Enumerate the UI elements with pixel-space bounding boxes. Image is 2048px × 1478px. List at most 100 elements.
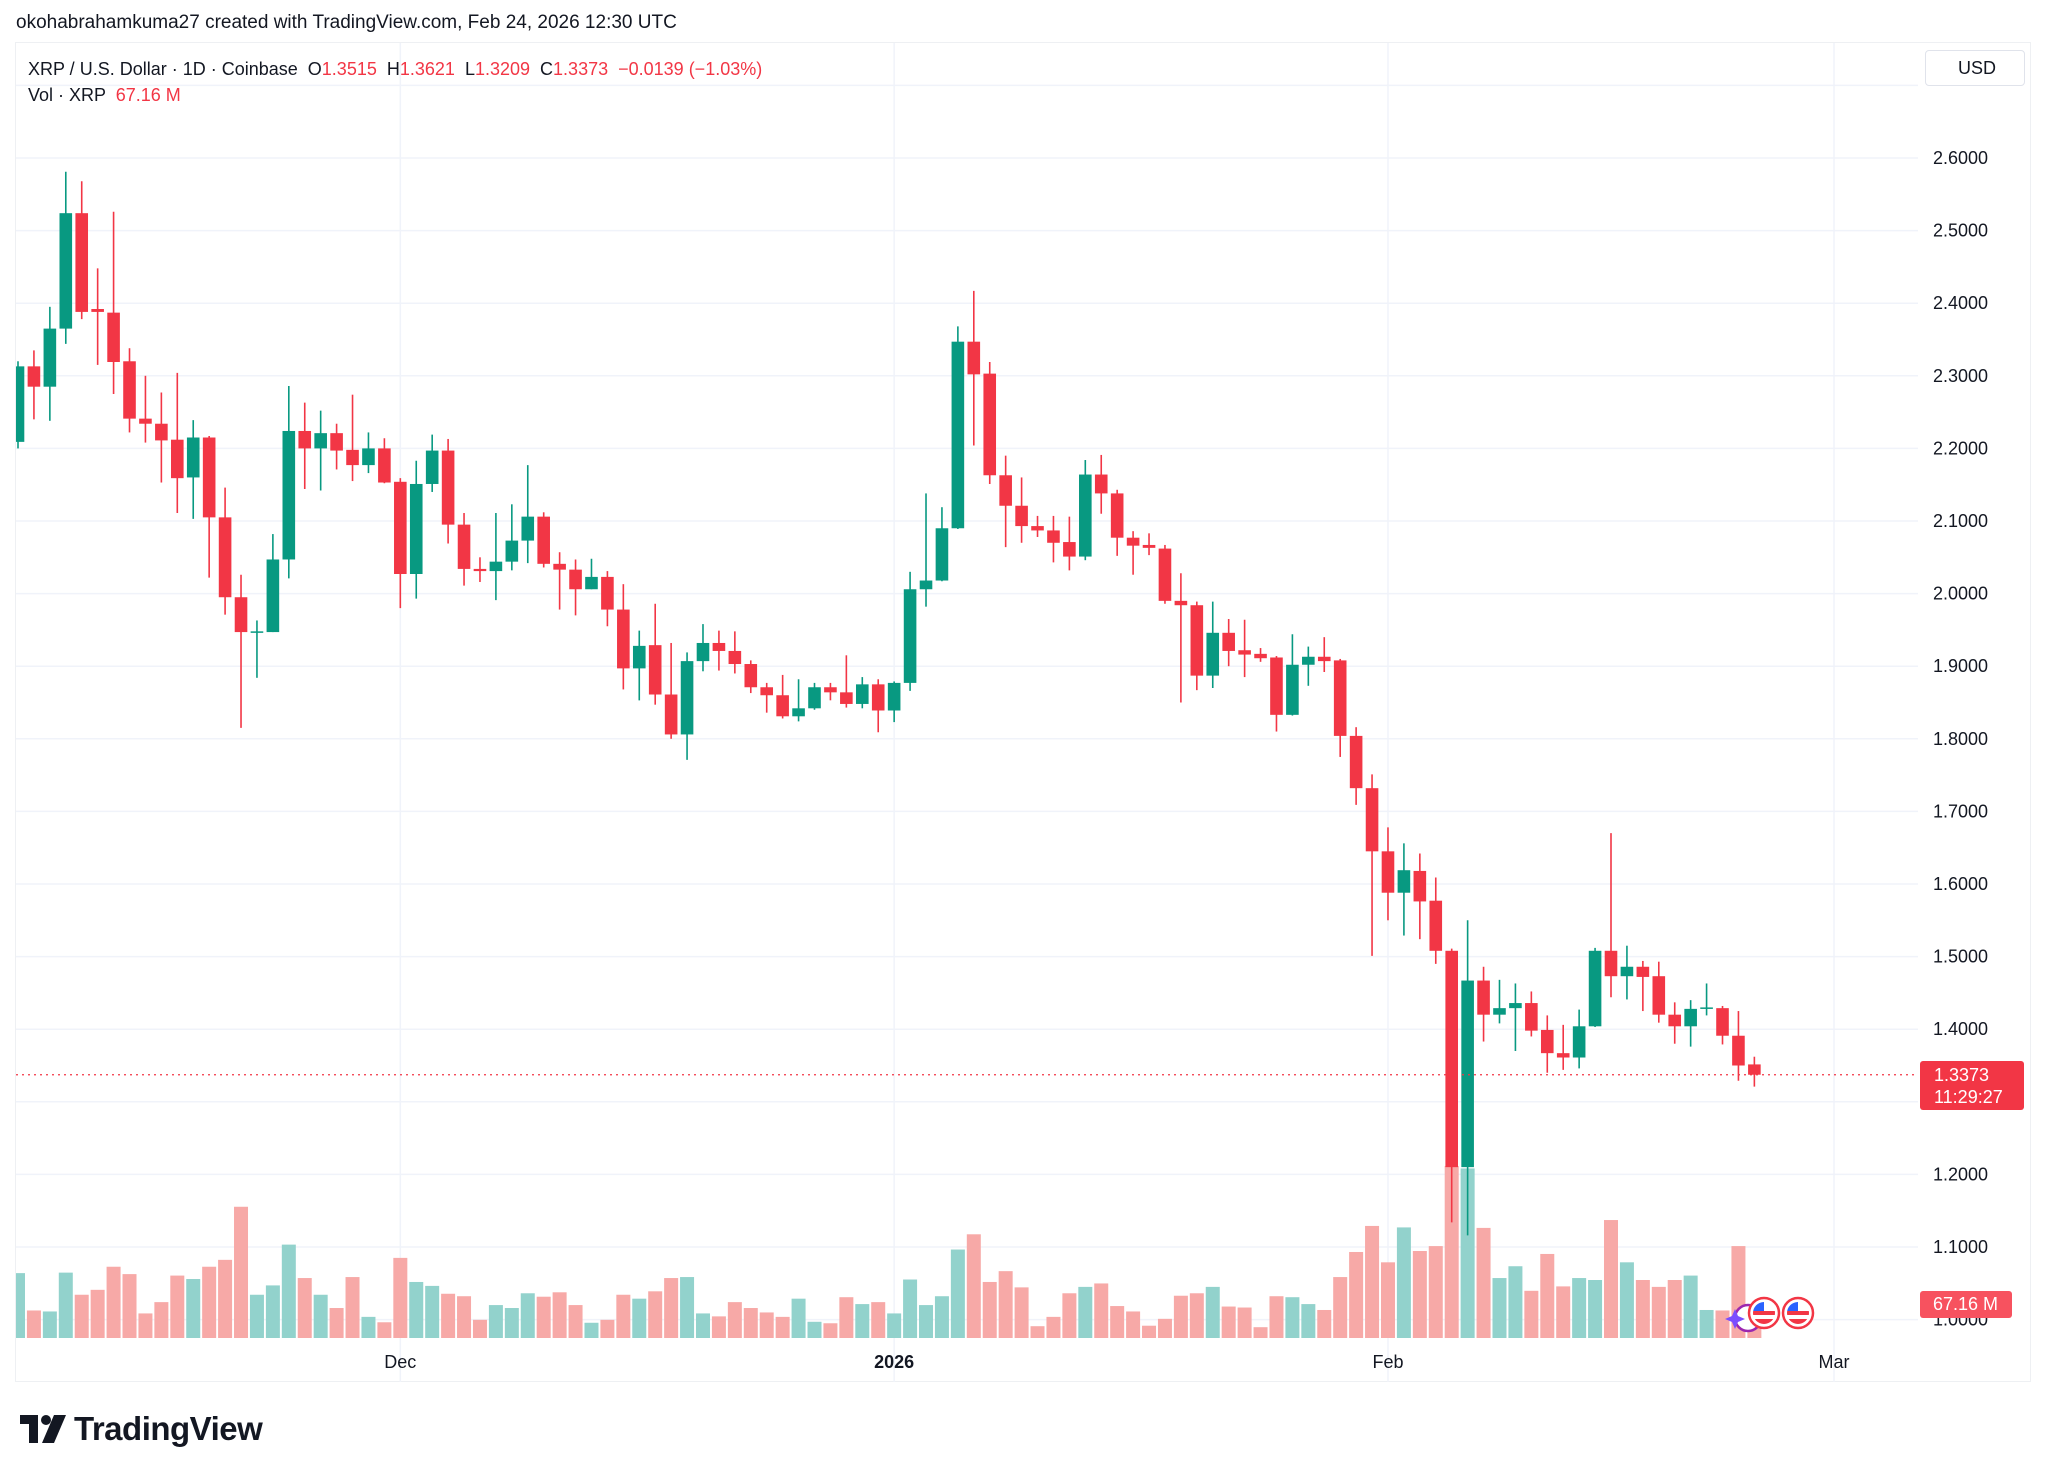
candle[interactable]: [378, 438, 391, 484]
us-flag-event-icon[interactable]: [1781, 1296, 1815, 1330]
candle[interactable]: [505, 504, 519, 571]
candle[interactable]: [632, 630, 646, 701]
candle[interactable]: [12, 361, 25, 449]
candle[interactable]: [1015, 477, 1028, 543]
candle[interactable]: [760, 682, 774, 713]
candle[interactable]: [1652, 961, 1666, 1023]
candle[interactable]: [680, 652, 694, 760]
candle[interactable]: [664, 642, 678, 739]
candle[interactable]: [744, 660, 758, 694]
candle[interactable]: [234, 574, 248, 728]
candle[interactable]: [1222, 619, 1235, 667]
candle[interactable]: [999, 455, 1012, 548]
candle[interactable]: [1525, 991, 1538, 1037]
candle[interactable]: [409, 460, 423, 599]
candle[interactable]: [521, 465, 535, 564]
candle[interactable]: [59, 171, 73, 344]
candle[interactable]: [792, 679, 805, 722]
candle[interactable]: [855, 677, 869, 709]
candle[interactable]: [346, 394, 359, 482]
candle[interactable]: [935, 507, 949, 582]
candle[interactable]: [1317, 637, 1331, 673]
candle[interactable]: [27, 350, 41, 420]
candle[interactable]: [871, 679, 885, 733]
candle[interactable]: [1174, 573, 1188, 703]
candle[interactable]: [1206, 601, 1220, 688]
candle[interactable]: [171, 372, 184, 514]
us-flag-event-icon[interactable]: [1747, 1296, 1781, 1330]
candle[interactable]: [1142, 533, 1156, 556]
candle[interactable]: [107, 211, 120, 394]
candle[interactable]: [1047, 515, 1060, 563]
candle[interactable]: [903, 571, 917, 691]
candle[interactable]: [1620, 945, 1634, 1000]
candle[interactable]: [1461, 920, 1474, 1236]
candle[interactable]: [362, 432, 375, 474]
candle[interactable]: [1445, 948, 1458, 1223]
candle[interactable]: [218, 487, 232, 615]
candle[interactable]: [1493, 979, 1506, 1024]
candle[interactable]: [1286, 634, 1299, 716]
candle[interactable]: [1588, 947, 1602, 1028]
candle[interactable]: [43, 306, 57, 421]
candle[interactable]: [1397, 843, 1411, 936]
candle[interactable]: [75, 181, 89, 320]
candle[interactable]: [123, 348, 136, 433]
candle[interactable]: [840, 655, 853, 708]
candle[interactable]: [919, 493, 933, 607]
candle[interactable]: [1429, 877, 1443, 964]
candle[interactable]: [202, 436, 216, 578]
candle[interactable]: [1238, 619, 1251, 678]
candle[interactable]: [1094, 454, 1108, 514]
candle[interactable]: [1477, 966, 1490, 1042]
candle[interactable]: [330, 423, 343, 470]
candle[interactable]: [1158, 544, 1172, 604]
candle[interactable]: [1748, 1056, 1761, 1087]
candle[interactable]: [282, 385, 296, 579]
currency-button[interactable]: USD: [1925, 50, 2025, 86]
candle[interactable]: [394, 478, 407, 609]
candle[interactable]: [1604, 833, 1618, 998]
candle[interactable]: [1302, 646, 1315, 686]
candle[interactable]: [1190, 601, 1204, 691]
candle[interactable]: [712, 630, 726, 671]
candle[interactable]: [887, 681, 901, 723]
candle[interactable]: [473, 557, 487, 582]
candle[interactable]: [314, 410, 327, 491]
candle[interactable]: [585, 558, 598, 590]
candle[interactable]: [1700, 983, 1713, 1016]
candle[interactable]: [824, 682, 837, 701]
candle[interactable]: [1031, 515, 1044, 537]
tradingview-logo[interactable]: TradingView: [20, 1410, 263, 1448]
candle[interactable]: [1540, 1015, 1554, 1073]
candle[interactable]: [1509, 983, 1522, 1051]
candle[interactable]: [1381, 827, 1395, 921]
candle[interactable]: [1333, 658, 1347, 757]
candle[interactable]: [553, 552, 566, 610]
candle[interactable]: [617, 584, 630, 690]
candle[interactable]: [1716, 1005, 1729, 1045]
candle[interactable]: [1668, 1002, 1682, 1044]
candle[interactable]: [1684, 1000, 1697, 1047]
candle[interactable]: [983, 362, 997, 484]
candle[interactable]: [1732, 1011, 1745, 1081]
candle[interactable]: [425, 434, 439, 492]
candle[interactable]: [776, 674, 789, 719]
candle[interactable]: [1365, 774, 1379, 956]
candle[interactable]: [91, 268, 104, 365]
candle[interactable]: [1063, 516, 1076, 571]
candle[interactable]: [967, 290, 981, 446]
candle[interactable]: [266, 534, 280, 633]
candle[interactable]: [457, 513, 471, 586]
candle[interactable]: [441, 438, 455, 544]
candle[interactable]: [250, 620, 264, 678]
candle[interactable]: [696, 624, 710, 672]
candle[interactable]: [601, 571, 614, 627]
candle[interactable]: [1349, 727, 1363, 805]
candle[interactable]: [648, 603, 662, 705]
candle[interactable]: [951, 326, 965, 529]
candle[interactable]: [1636, 960, 1650, 1012]
symbol-title[interactable]: XRP / U.S. Dollar · 1D · Coinbase: [28, 59, 298, 79]
candle[interactable]: [1110, 489, 1124, 556]
